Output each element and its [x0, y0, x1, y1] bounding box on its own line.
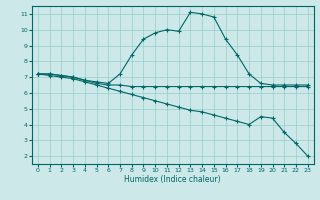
X-axis label: Humidex (Indice chaleur): Humidex (Indice chaleur) [124, 175, 221, 184]
